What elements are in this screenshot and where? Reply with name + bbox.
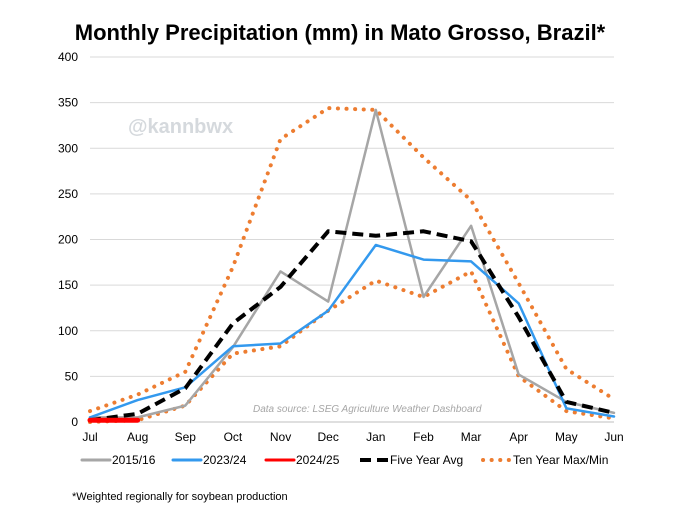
x-tick-label: Oct — [224, 430, 243, 444]
x-tick-label: Nov — [270, 430, 291, 444]
y-tick-label: 200 — [58, 233, 78, 247]
y-tick-label: 0 — [71, 415, 78, 429]
x-tick-label: Dec — [318, 430, 339, 444]
x-tick-label: Jun — [604, 430, 623, 444]
x-tick-label: Mar — [461, 430, 482, 444]
series-line-2015-16 — [88, 108, 616, 419]
x-tick-label: Jan — [366, 430, 385, 444]
chart-title: Monthly Precipitation (mm) in Mato Gross… — [74, 20, 606, 45]
x-tick-label: Aug — [127, 430, 148, 444]
y-tick-label: 250 — [58, 187, 78, 201]
footnote: *Weighted regionally for soybean product… — [72, 491, 288, 503]
x-tick-label: Feb — [413, 430, 434, 444]
y-tick-label: 50 — [65, 369, 79, 383]
x-tick-label: Sep — [175, 430, 197, 444]
legend-label-2024-25: 2024/25 — [296, 453, 340, 467]
source-note: Data source: LSEG Agriculture Weather Da… — [253, 404, 482, 415]
series-line-five-year-avg — [89, 229, 615, 423]
y-tick-label: 150 — [58, 278, 78, 292]
y-tick-label: 350 — [58, 96, 78, 110]
x-tick-label: May — [555, 430, 578, 444]
y-tick-label: 100 — [58, 324, 78, 338]
x-tick-label: Apr — [509, 430, 528, 444]
y-tick-label: 400 — [58, 50, 78, 64]
legend-label-ten-year-max-min: Ten Year Max/Min — [513, 453, 608, 467]
x-tick-label: Jul — [82, 430, 97, 444]
x-axis: Jul Aug Sep Oct Nov Dec Jan Feb Mar Apr May Jun — [82, 430, 623, 444]
y-axis: 0 50 100 150 200 250 300 350 400 — [58, 50, 78, 429]
y-tick-label: 300 — [58, 141, 78, 155]
legend-label-2015-16: 2015/16 — [112, 453, 156, 467]
grid — [90, 56, 614, 423]
legend-label-five-year-avg: Five Year Avg — [390, 453, 463, 467]
legend-label-2023-24: 2023/24 — [203, 453, 247, 467]
series-line-ten-year-max-min — [88, 106, 616, 414]
watermark: @kannbwx — [128, 116, 234, 138]
legend: 2015/16 2023/24 2024/25 Five Year Avg Ten Ye… — [80, 453, 608, 467]
series-lines — [87, 106, 616, 424]
series-line-2023-24 — [88, 243, 616, 419]
